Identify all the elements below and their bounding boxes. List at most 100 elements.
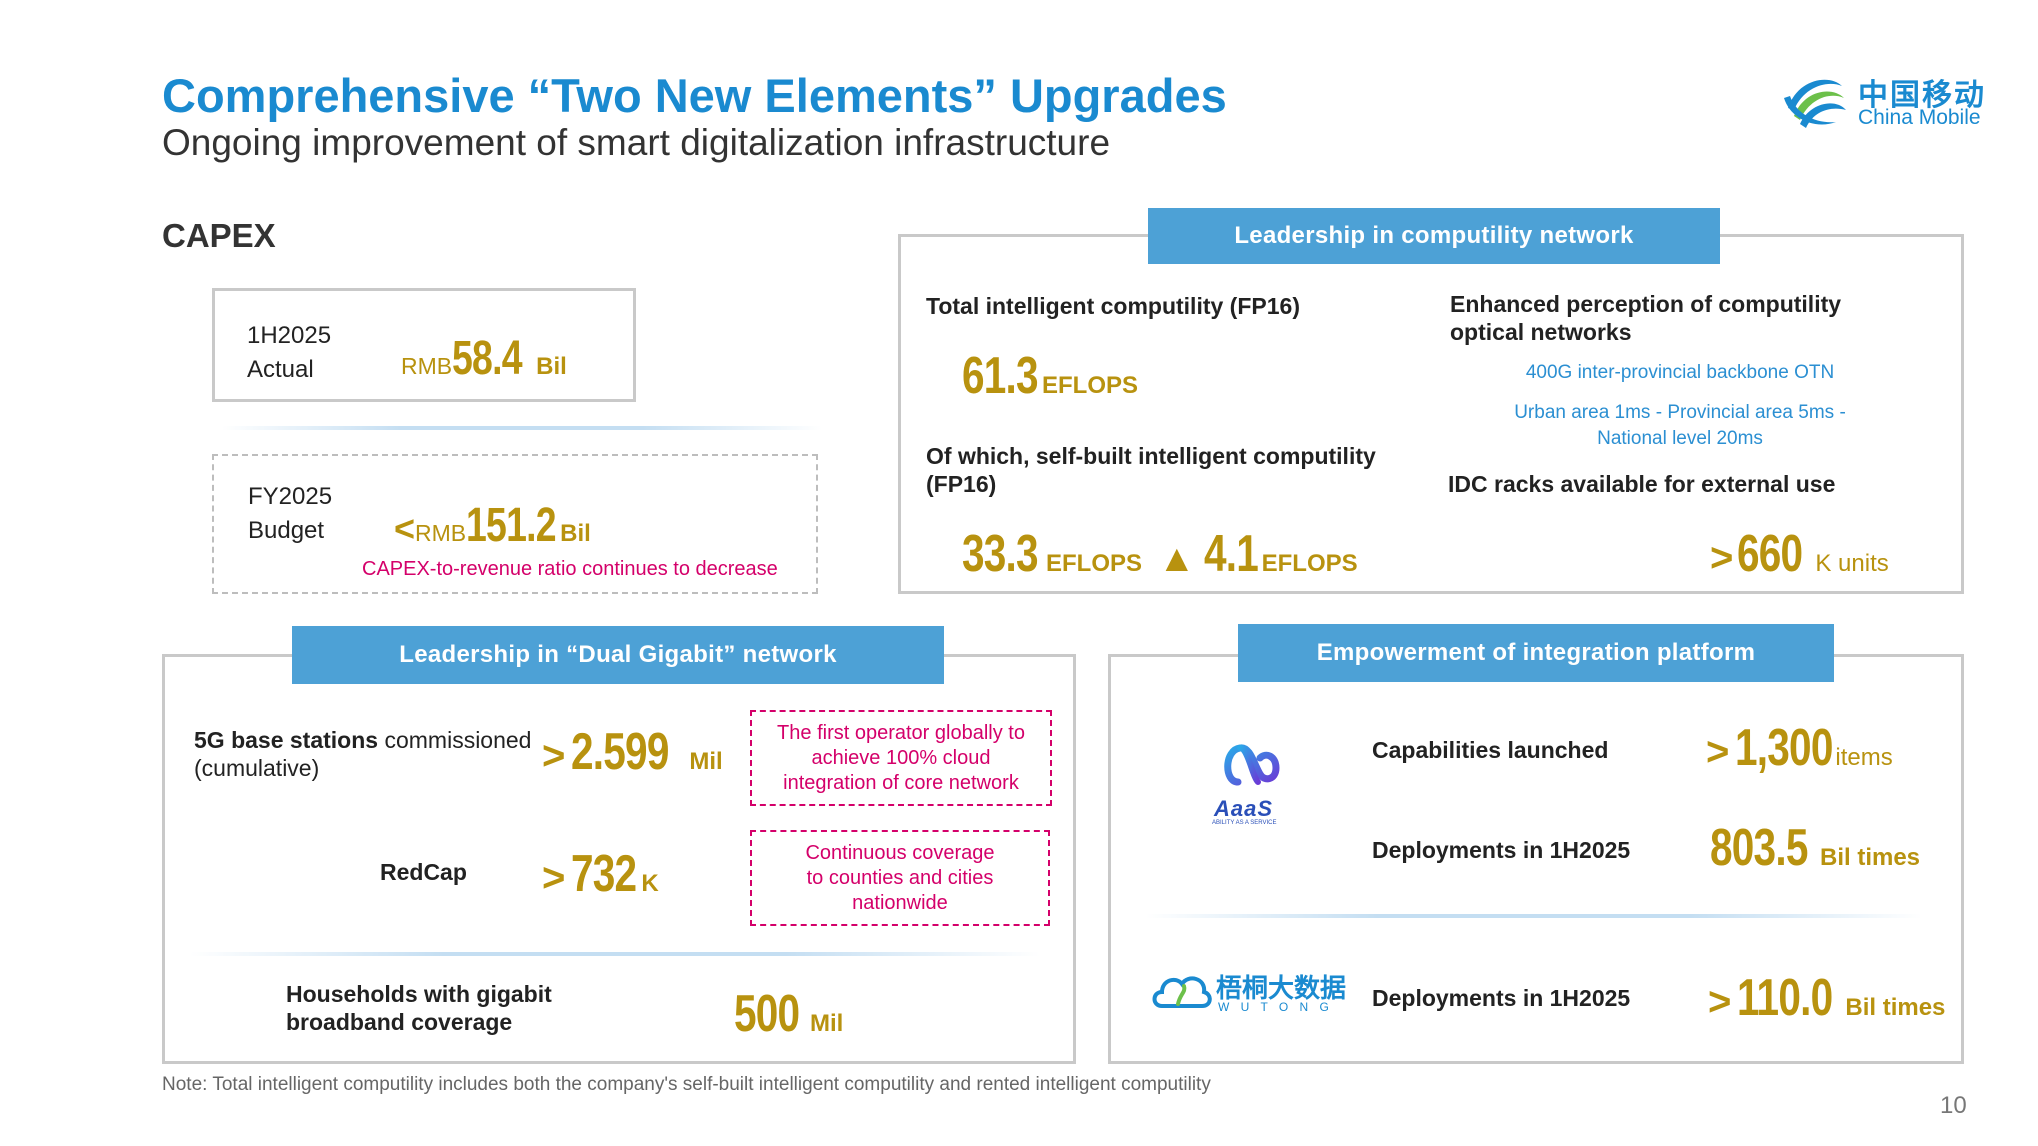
optical-label-line1: Enhanced perception of computility xyxy=(1450,291,1842,317)
capex-actual-value: 58.4 xyxy=(452,332,523,385)
cloud-note-line2: achieve 100% cloud xyxy=(811,746,991,769)
wutong-deployments-row: > 110.0 Bil times xyxy=(1708,968,1945,1028)
cloud-note-line3: integration of core network xyxy=(783,771,1019,794)
households-label: Households with gigabit broadband covera… xyxy=(286,980,552,1036)
capex-actual-unit: Bil xyxy=(536,353,567,380)
latency-item: Urban area 1ms - Provincial area 5ms - N… xyxy=(1450,400,1910,452)
self-built-computility-label: Of which, self-built intelligent computi… xyxy=(926,442,1376,498)
optical-label-line2: optical networks xyxy=(1450,319,1632,345)
self-built-label-line2: (FP16) xyxy=(926,471,997,497)
capex-actual-type: Actual xyxy=(247,356,314,383)
aaas-logo-text: AaaS xyxy=(1214,796,1274,821)
capex-budget-period: FY2025 xyxy=(248,483,333,510)
base-stations-label-bold: 5G base stations xyxy=(194,727,379,753)
logo-english-text: China Mobile xyxy=(1858,106,1981,129)
greater-than-symbol: > xyxy=(1706,730,1730,774)
redcap-note-line2: to counties and cities xyxy=(806,866,994,889)
currency-prefix: RMB xyxy=(401,353,453,379)
capabilities-unit: items xyxy=(1835,744,1893,771)
self-built-computility-unit: EFLOPS xyxy=(1046,550,1143,577)
platform-banner: Empowerment of integration platform xyxy=(1238,624,1834,682)
logo-chinese-text: 中国移动 xyxy=(1858,79,1986,112)
aaas-deployments-unit: Bil times xyxy=(1820,844,1921,871)
wutong-deployments-unit: Bil times xyxy=(1845,994,1946,1021)
greater-than-symbol: > xyxy=(542,734,566,778)
capex-budget-value-row: < RMB 151.2 Bil xyxy=(394,498,591,553)
idc-racks-unit: K units xyxy=(1815,550,1889,577)
greater-than-symbol: > xyxy=(1710,536,1734,580)
capex-budget-box: FY2025 Budget < RMB 151.2 Bil CAPEX-to-r… xyxy=(212,454,818,594)
households-label-line2: broadband coverage xyxy=(286,1009,513,1035)
base-stations-unit: Mil xyxy=(689,748,723,775)
china-mobile-logo-icon xyxy=(1784,79,1846,128)
base-stations-label: 5G base stations commissioned (cumulativ… xyxy=(194,726,531,782)
redcap-note-line1: Continuous coverage xyxy=(805,841,995,864)
cloud-note-line1: The first operator globally to xyxy=(777,721,1025,744)
page-number: 10 xyxy=(1940,1092,1967,1119)
currency-prefix: RMB xyxy=(415,520,467,546)
greater-than-symbol: > xyxy=(542,856,566,900)
aaas-deployments-value: 803.5 xyxy=(1710,819,1808,877)
base-stations-value: 2.599 xyxy=(571,723,669,781)
redcap-value: 732 xyxy=(571,845,637,903)
computility-increase-unit: EFLOPS xyxy=(1261,550,1358,577)
aaas-deployments-row: 803.5 Bil times xyxy=(1710,818,1920,878)
redcap-note-line3: nationwide xyxy=(852,891,948,914)
households-label-line1: Households with gigabit xyxy=(286,981,552,1007)
base-stations-label-rest: commissioned xyxy=(378,727,532,753)
redcap-unit: K xyxy=(641,870,659,897)
optical-network-label: Enhanced perception of computility optic… xyxy=(1450,290,1841,346)
total-computility-label: Total intelligent computility (FP16) xyxy=(926,293,1300,319)
idc-racks-row: > 660 K units xyxy=(1710,524,1889,584)
gigabit-banner: Leadership in “Dual Gigabit” network xyxy=(292,626,944,684)
self-built-computility-value: 33.3 xyxy=(962,525,1039,583)
wutong-deployments-label: Deployments in 1H2025 xyxy=(1372,985,1631,1011)
divider xyxy=(1146,914,1922,918)
cloud-integration-note: The first operator globally to achieve 1… xyxy=(750,710,1052,806)
households-row: 500 Mil xyxy=(734,984,843,1044)
optical-backbone-item: 400G inter-provincial backbone OTN xyxy=(1525,362,1835,383)
households-unit: Mil xyxy=(810,1010,844,1037)
base-stations-label-line2: (cumulative) xyxy=(194,755,320,781)
idc-racks-value: 660 xyxy=(1737,525,1803,583)
latency-line2: National level 20ms xyxy=(1597,428,1763,449)
capex-budget-label: FY2025 Budget xyxy=(248,480,332,548)
wutong-cloud-icon xyxy=(1152,976,1212,1008)
redcap-coverage-note: Continuous coverage to counties and citi… xyxy=(750,830,1050,926)
wutong-logo-subtext: W U T O N G xyxy=(1218,1000,1333,1014)
capex-budget-unit: Bil xyxy=(560,520,591,547)
base-stations-row: > 2.599 Mil xyxy=(542,722,723,782)
aaas-logo-icon xyxy=(1224,744,1280,786)
latency-line1: Urban area 1ms - Provincial area 5ms - xyxy=(1514,402,1846,423)
aaas-deployments-label: Deployments in 1H2025 xyxy=(1372,837,1631,863)
self-built-computility-row: 33.3 EFLOPS ▲ 4.1 EFLOPS xyxy=(962,524,1358,584)
footnote: Note: Total intelligent computility incl… xyxy=(162,1074,1211,1095)
capex-budget-value: 151.2 xyxy=(466,499,557,552)
capex-actual-period: 1H2025 xyxy=(247,322,332,349)
page-title: Comprehensive “Two New Elements” Upgrade… xyxy=(162,69,1227,122)
divider xyxy=(222,426,822,430)
total-computility-value: 61.3 xyxy=(962,347,1039,405)
total-computility-row: 61.3 EFLOPS xyxy=(962,346,1138,406)
households-value: 500 xyxy=(734,985,800,1043)
redcap-label: RedCap xyxy=(380,859,467,885)
computility-increase-value: 4.1 xyxy=(1203,525,1259,583)
increase-triangle-icon: ▲ xyxy=(1158,538,1196,580)
less-than-symbol: < xyxy=(394,508,416,549)
capex-actual-label: 1H2025 Actual xyxy=(247,319,331,387)
capex-ratio-note: CAPEX-to-revenue ratio continues to decr… xyxy=(362,558,778,580)
divider xyxy=(190,952,1040,956)
aaas-logo-subtext: ABILITY AS A SERVICE xyxy=(1212,820,1277,826)
capex-heading: CAPEX xyxy=(162,217,276,254)
capex-actual-value-row: RMB 58.4 Bil xyxy=(401,331,567,386)
wutong-deployments-value: 110.0 xyxy=(1737,969,1833,1027)
capex-actual-box: 1H2025 Actual RMB 58.4 Bil xyxy=(212,288,636,402)
page-subtitle: Ongoing improvement of smart digitalizat… xyxy=(162,122,1111,163)
capex-budget-type: Budget xyxy=(248,517,325,544)
idc-racks-label: IDC racks available for external use xyxy=(1448,471,1836,497)
self-built-label-line1: Of which, self-built intelligent computi… xyxy=(926,443,1376,469)
capabilities-row: > 1,300 items xyxy=(1706,718,1893,778)
computility-banner: Leadership in computility network xyxy=(1148,208,1720,264)
greater-than-symbol: > xyxy=(1708,980,1732,1024)
wutong-logo-text: 梧桐大数据 xyxy=(1216,973,1347,1003)
